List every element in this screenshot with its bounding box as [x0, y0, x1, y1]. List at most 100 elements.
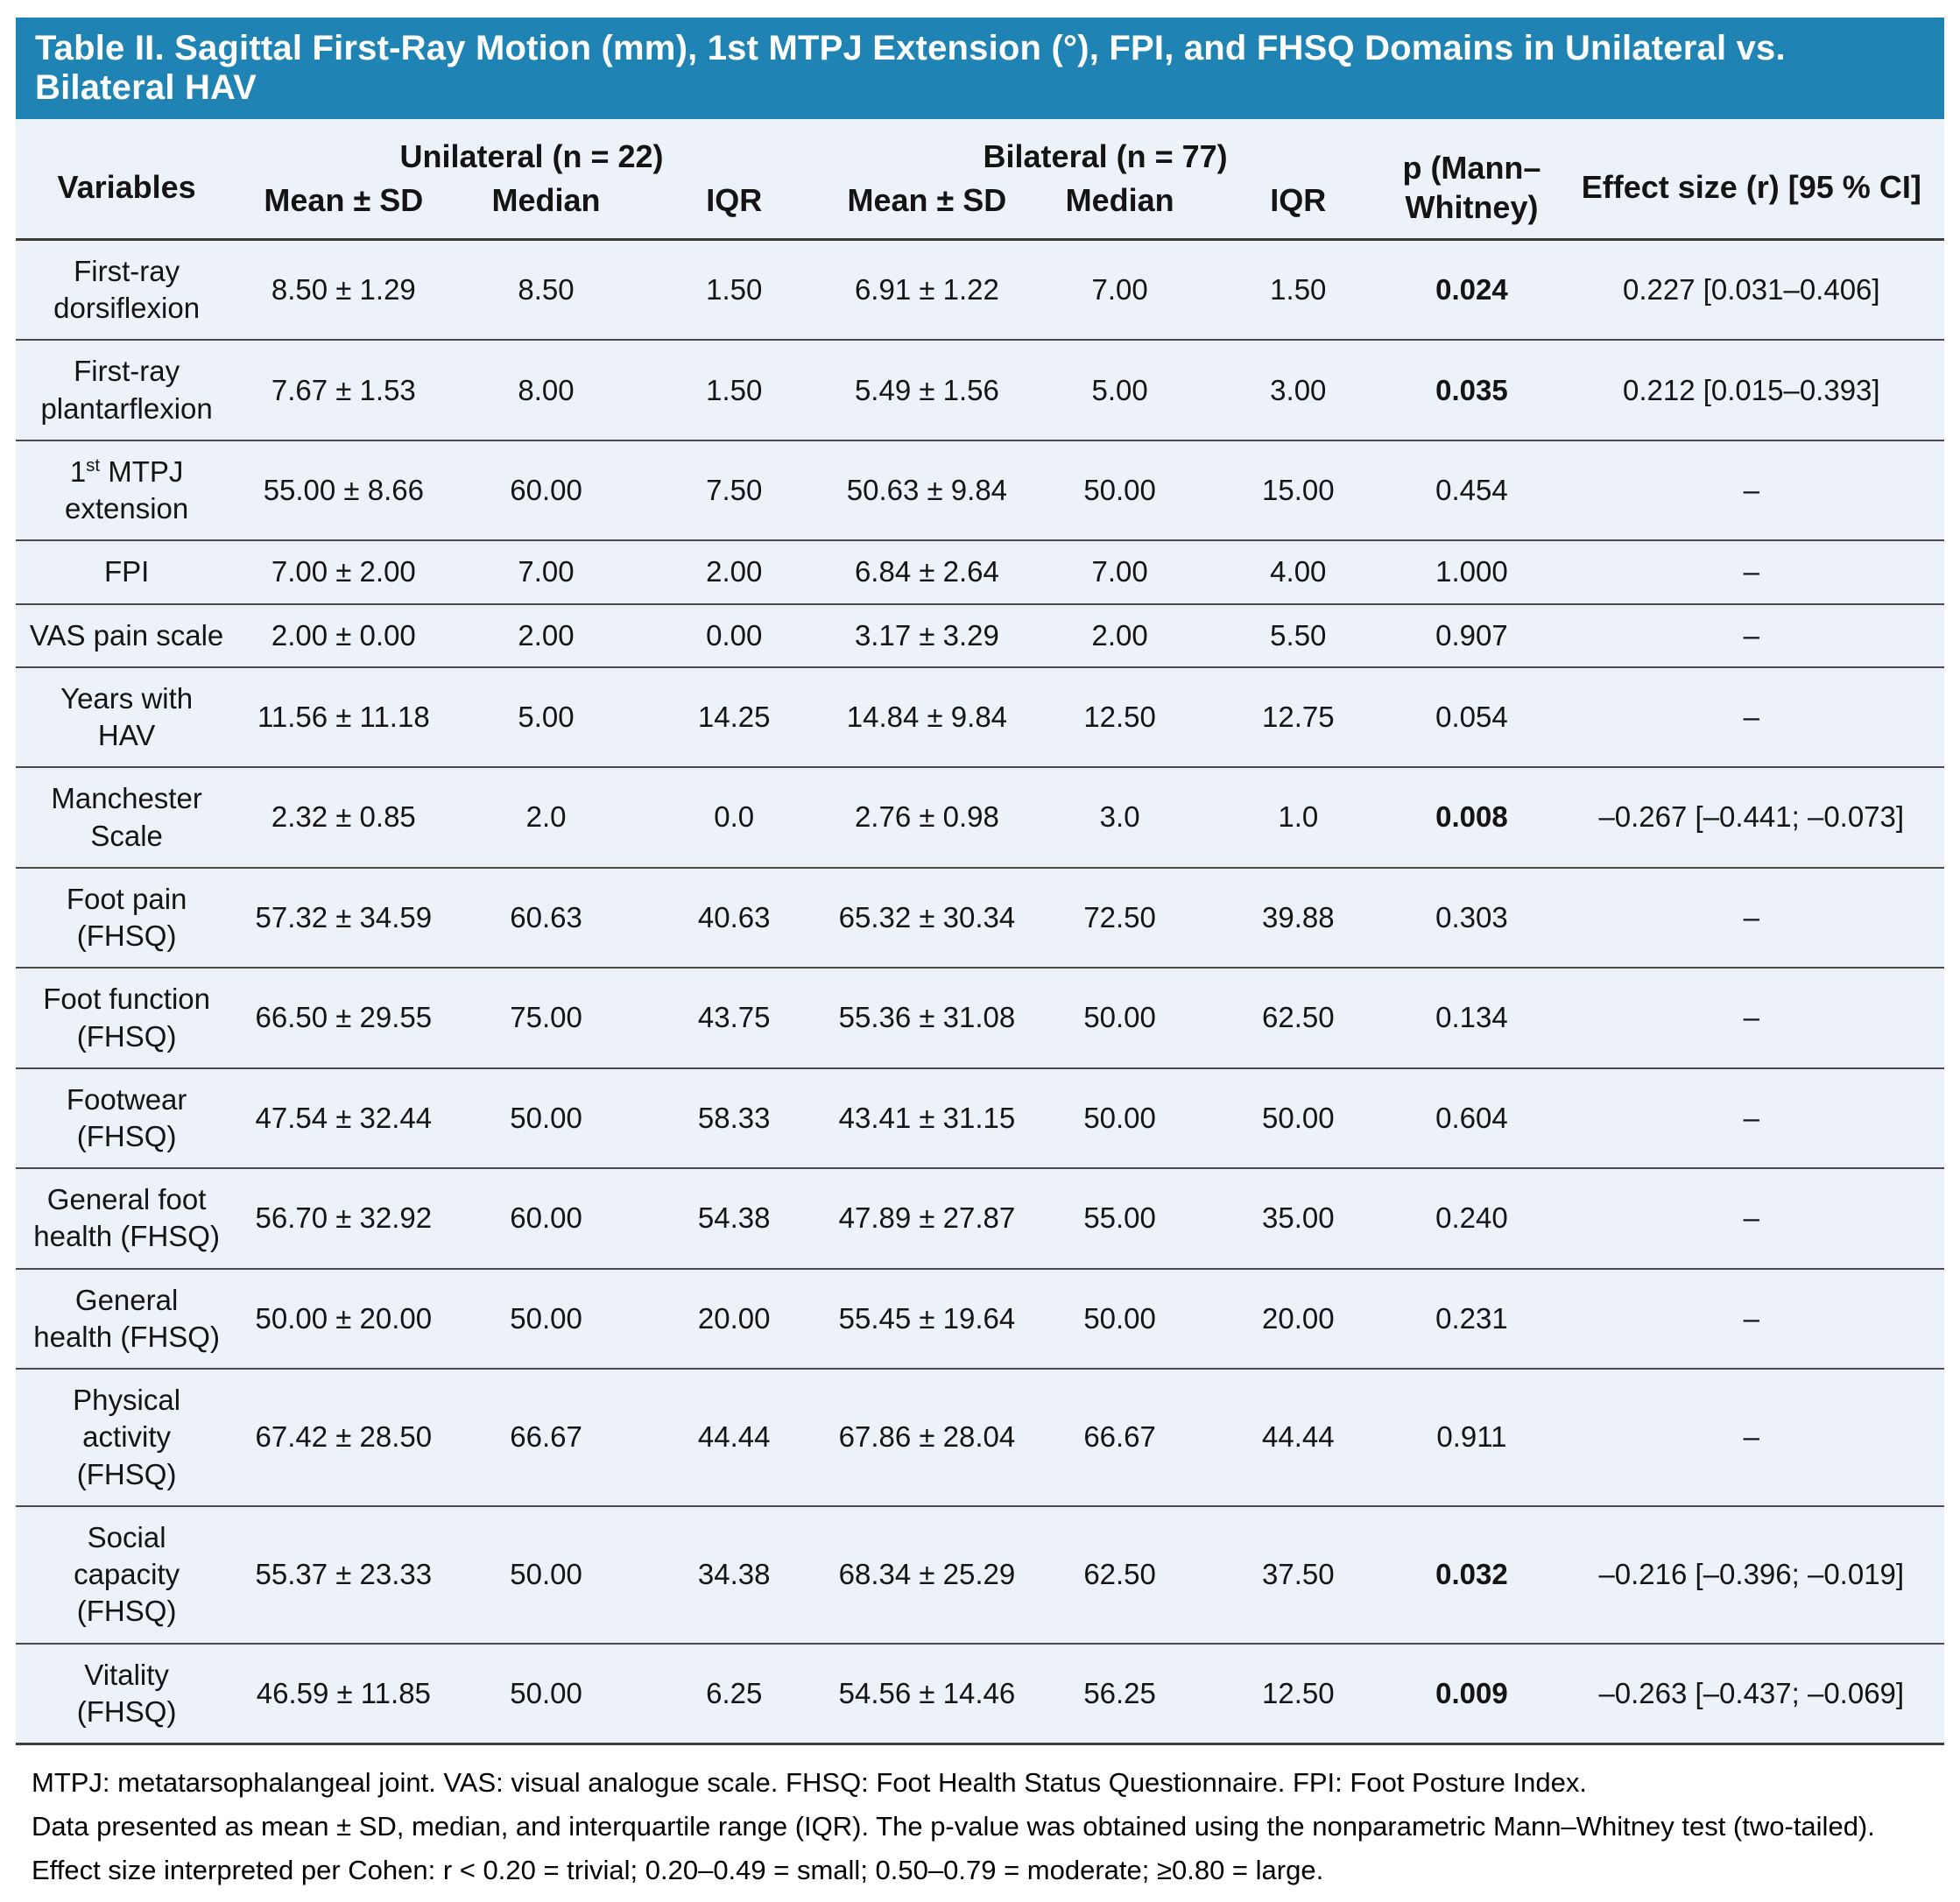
p-value-cell: 0.035: [1435, 373, 1508, 406]
uni-mean-sd-cell: 57.32 ± 34.59: [255, 900, 433, 933]
uni-iqr-cell: 2.00: [706, 555, 763, 588]
column-header-bil-median: Median: [1065, 182, 1174, 218]
uni-iqr-cell: 20.00: [697, 1301, 771, 1335]
uni-median-cell: 8.00: [518, 373, 575, 406]
variable-cell: 1st MTPJ extension: [64, 454, 189, 525]
uni-mean-sd-cell: 7.00 ± 2.00: [271, 555, 416, 588]
uni-mean-sd-cell: 2.00 ± 0.00: [271, 618, 416, 652]
uni-iqr-cell: 6.25: [706, 1676, 763, 1709]
uni-iqr-cell: 34.38: [697, 1558, 771, 1591]
table-row: Foot pain (FHSQ) 57.32 ± 34.59 60.63 40.63 6…: [16, 867, 1944, 968]
bil-mean-sd-cell: 43.41 ± 31.15: [838, 1101, 1016, 1134]
uni-mean-sd-cell: 56.70 ± 32.92: [255, 1201, 433, 1235]
bil-iqr-cell: 44.44: [1261, 1420, 1335, 1454]
table-row: Physical activity (FHSQ) 67.42 ± 28.50 66.…: [16, 1369, 1944, 1506]
table-row: Social capacity (FHSQ) 55.37 ± 23.33 50.00…: [16, 1505, 1944, 1644]
effect-size-cell: –: [1743, 1301, 1759, 1335]
bil-iqr-cell: 1.0: [1278, 800, 1319, 834]
variable-cell: First-ray plantarflexion: [40, 355, 213, 425]
bil-iqr-cell: 20.00: [1261, 1301, 1335, 1335]
uni-iqr-cell: 54.38: [697, 1201, 771, 1235]
effect-size-cell: –: [1743, 900, 1759, 933]
uni-iqr-cell: 1.50: [706, 373, 763, 406]
variable-cell: Physical activity (FHSQ): [73, 1384, 181, 1490]
uni-mean-sd-cell: 55.00 ± 8.66: [263, 474, 424, 507]
uni-median-cell: 2.00: [518, 618, 575, 652]
uni-mean-sd-cell: 7.67 ± 1.53: [271, 373, 416, 406]
bil-mean-sd-cell: 2.76 ± 0.98: [854, 800, 999, 834]
uni-median-cell: 2.0: [525, 800, 567, 834]
footnote-abbreviations: MTPJ: metatarsophalangeal joint. VAS: vi…: [32, 1767, 1587, 1799]
p-value-cell: 0.054: [1435, 700, 1508, 733]
p-value-cell: 0.907: [1435, 618, 1508, 652]
uni-median-cell: 60.63: [510, 900, 582, 933]
group-header-bilateral: Bilateral (n = 77): [983, 138, 1228, 174]
p-value-cell: 0.008: [1435, 800, 1508, 834]
bil-mean-sd-cell: 47.89 ± 27.87: [838, 1201, 1016, 1235]
bil-iqr-cell: 35.00: [1261, 1201, 1335, 1235]
uni-iqr-cell: 44.44: [697, 1420, 771, 1454]
table-row: General health (FHSQ) 50.00 ± 20.00 50.00 2…: [16, 1268, 1944, 1369]
uni-median-cell: 5.00: [518, 700, 575, 733]
variable-cell: Footwear (FHSQ): [66, 1082, 187, 1152]
p-value-cell: 0.604: [1435, 1101, 1508, 1134]
effect-size-cell: –: [1743, 700, 1759, 733]
uni-mean-sd-cell: 47.54 ± 32.44: [255, 1101, 433, 1134]
bil-median-cell: 5.00: [1091, 373, 1148, 406]
uni-iqr-cell: 0.0: [714, 800, 755, 834]
bil-median-cell: 2.00: [1091, 618, 1148, 652]
p-value-cell: 0.134: [1435, 1001, 1508, 1034]
variable-cell: Vitality (FHSQ): [76, 1658, 177, 1728]
bil-mean-sd-cell: 3.17 ± 3.29: [854, 618, 999, 652]
p-value-cell: 0.032: [1435, 1558, 1508, 1591]
table-title-bar: Table II. Sagittal First-Ray Motion (mm)…: [16, 18, 1944, 119]
variable-cell: First-ray dorsiflexion: [53, 255, 201, 325]
variable-cell: General foot health (FHSQ): [33, 1183, 220, 1253]
effect-size-cell: –: [1743, 555, 1759, 588]
bil-iqr-cell: 4.00: [1270, 555, 1327, 588]
bil-median-cell: 72.50: [1083, 900, 1156, 933]
effect-size-cell: –0.263 [–0.437; –0.069]: [1598, 1676, 1905, 1709]
column-header-p-value: p (Mann– Whitney): [1402, 150, 1541, 225]
uni-median-cell: 60.00: [510, 1201, 582, 1235]
effect-size-cell: –: [1743, 1201, 1759, 1235]
bil-mean-sd-cell: 6.91 ± 1.22: [854, 273, 999, 306]
header-sub-row: Mean ± SD Median IQR Mean ± SD Median IQ…: [16, 177, 1944, 240]
uni-mean-sd-cell: 8.50 ± 1.29: [271, 273, 416, 306]
bil-mean-sd-cell: 6.84 ± 2.64: [854, 555, 999, 588]
column-header-effect-size: Effect size (r) [95 % CI]: [1581, 169, 1921, 205]
p-value-cell: 0.009: [1435, 1676, 1508, 1709]
effect-size-cell: –: [1743, 1420, 1759, 1454]
uni-median-cell: 60.00: [510, 474, 582, 507]
uni-mean-sd-cell: 67.42 ± 28.50: [255, 1420, 433, 1454]
column-header-bil-iqr: IQR: [1270, 182, 1327, 218]
effect-size-cell: 0.227 [0.031–0.406]: [1622, 273, 1880, 306]
variable-cell: Foot pain (FHSQ): [66, 882, 187, 953]
uni-median-cell: 66.67: [510, 1420, 582, 1454]
column-header-uni-mean-sd: Mean ± SD: [264, 182, 424, 218]
bil-median-cell: 3.0: [1099, 800, 1140, 834]
p-value-cell: 0.303: [1435, 900, 1508, 933]
bil-median-cell: 56.25: [1083, 1676, 1156, 1709]
uni-median-cell: 50.00: [510, 1301, 582, 1335]
statistics-table: Variables Unilateral (n = 22) Bilateral …: [16, 119, 1944, 1746]
column-header-uni-median: Median: [491, 182, 601, 218]
variable-cell: VAS pain scale: [29, 618, 224, 652]
uni-median-cell: 7.00: [518, 555, 575, 588]
p-value-cell: 0.911: [1436, 1420, 1507, 1454]
uni-iqr-cell: 7.50: [706, 474, 763, 507]
bil-iqr-cell: 3.00: [1270, 373, 1327, 406]
uni-iqr-cell: 14.25: [697, 700, 771, 733]
column-header-uni-iqr: IQR: [706, 182, 763, 218]
effect-size-cell: –: [1743, 618, 1759, 652]
table-row: First-ray dorsiflexion 8.50 ± 1.29 8.50 1.5…: [16, 240, 1944, 341]
bil-mean-sd-cell: 55.36 ± 31.08: [838, 1001, 1016, 1034]
p-value-cell: 0.024: [1435, 273, 1508, 306]
uni-mean-sd-cell: 55.37 ± 23.33: [255, 1558, 433, 1591]
bil-mean-sd-cell: 54.56 ± 14.46: [838, 1676, 1016, 1709]
table-footnotes: MTPJ: metatarsophalangeal joint. VAS: vi…: [16, 1745, 1944, 1893]
bil-mean-sd-cell: 55.45 ± 19.64: [838, 1301, 1016, 1335]
effect-size-cell: –: [1743, 1001, 1759, 1034]
p-value-cell: 0.231: [1435, 1301, 1508, 1335]
uni-median-cell: 50.00: [510, 1676, 582, 1709]
